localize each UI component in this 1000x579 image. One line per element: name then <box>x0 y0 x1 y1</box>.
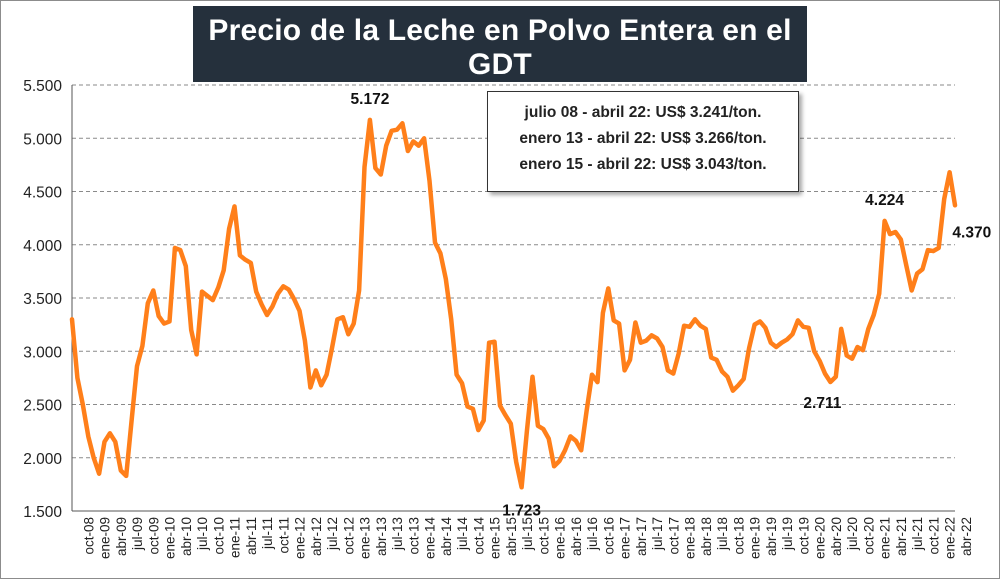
x-tick-label: oct-08 <box>81 517 96 555</box>
x-tick-label: jul-14 <box>455 517 470 552</box>
x-tick-label: ene-14 <box>423 517 438 560</box>
x-tick-label: abr-20 <box>829 517 844 556</box>
data-label: 5.172 <box>351 91 390 108</box>
x-tick-label: jul-18 <box>715 517 730 551</box>
x-tick-label: jul-19 <box>780 517 795 551</box>
y-tick-label: 1.500 <box>23 504 62 521</box>
x-tick-label: abr-11 <box>244 517 259 555</box>
x-tick-label: oct-20 <box>861 517 876 555</box>
x-tick-label: abr-16 <box>569 517 584 556</box>
y-tick-label: 5.000 <box>23 131 62 148</box>
y-tick-label: 2.500 <box>23 398 62 415</box>
x-tick-label: ene-18 <box>683 517 698 559</box>
x-tick-label: oct-13 <box>406 517 421 555</box>
x-tick-label: oct-16 <box>601 517 616 555</box>
x-tick-label: abr-15 <box>504 517 519 556</box>
x-tick-label: abr-10 <box>179 517 194 556</box>
averages-box: julio 08 - abril 22: US$ 3.241/ton. ener… <box>487 91 799 192</box>
average-line-1: julio 08 - abril 22: US$ 3.241/ton. <box>524 104 762 121</box>
x-tick-label: ene-09 <box>98 517 113 559</box>
chart-title: Precio de la Leche en Polvo Entera en el… <box>208 14 792 81</box>
data-label: 4.224 <box>865 192 904 209</box>
x-tick-label: ene-19 <box>748 517 763 559</box>
x-tick-label: abr-12 <box>309 517 324 556</box>
x-tick-label: ene-20 <box>813 517 828 559</box>
x-tick-label: ene-11 <box>228 517 243 558</box>
x-tick-label: oct-18 <box>731 517 746 555</box>
y-tick-label: 2.000 <box>23 451 62 468</box>
y-tick-label: 3.000 <box>23 344 62 361</box>
x-tick-label: oct-10 <box>211 517 226 555</box>
x-tick-label: jul-17 <box>650 517 665 551</box>
x-tick-label: abr-21 <box>894 517 909 556</box>
x-tick-label: ene-21 <box>878 517 893 559</box>
x-tick-label: jul-20 <box>845 517 860 551</box>
average-line-2: enero 13 - abril 22: US$ 3.266/ton. <box>519 130 767 147</box>
data-label: 4.370 <box>952 224 991 241</box>
x-tick-label: ene-22 <box>943 517 958 559</box>
x-tick-label: ene-12 <box>293 517 308 559</box>
x-tick-label: jul-10 <box>195 517 210 551</box>
x-tick-label: ene-16 <box>553 517 568 559</box>
y-tick-label: 5.500 <box>23 78 62 95</box>
data-label: 1.723 <box>502 502 541 519</box>
x-tick-label: jul-12 <box>325 517 340 551</box>
y-tick-label: 4.500 <box>23 185 62 202</box>
x-tick-label: abr-18 <box>699 517 714 556</box>
x-tick-label: ene-15 <box>488 517 503 559</box>
x-tick-label: oct-11 <box>276 517 291 554</box>
x-tick-label: oct-15 <box>536 517 551 555</box>
x-tick-label: jul-09 <box>130 517 145 551</box>
x-tick-label: abr-13 <box>374 517 389 556</box>
x-tick-label: jul-16 <box>585 517 600 551</box>
y-tick-label: 3.500 <box>23 291 62 308</box>
x-tick-label: oct-19 <box>796 517 811 555</box>
data-label: 2.711 <box>803 395 841 412</box>
x-tick-label: abr-17 <box>634 517 649 556</box>
average-line-3: enero 15 - abril 22: US$ 3.043/ton. <box>519 156 767 173</box>
x-tick-label: jul-13 <box>390 517 405 551</box>
x-tick-label: abr-14 <box>439 517 454 557</box>
x-tick-label: jul-11 <box>260 517 275 550</box>
x-tick-label: abr-19 <box>764 517 779 556</box>
x-tick-label: oct-14 <box>471 517 486 555</box>
x-tick-label: abr-09 <box>114 517 129 556</box>
x-tick-label: jul-15 <box>520 517 535 551</box>
x-tick-label: oct-12 <box>341 517 356 555</box>
x-tick-label: ene-10 <box>163 517 178 559</box>
series-line <box>69 117 958 490</box>
x-tick-label: jul-21 <box>910 517 925 551</box>
x-tick-label: oct-09 <box>146 517 161 555</box>
x-tick-label: ene-17 <box>618 517 633 559</box>
x-tick-label: abr-22 <box>959 517 974 556</box>
x-tick-label: oct-17 <box>666 517 681 555</box>
x-tick-label: oct-21 <box>926 517 941 555</box>
y-tick-label: 4.000 <box>23 238 62 255</box>
x-tick-label: ene-13 <box>358 517 373 559</box>
